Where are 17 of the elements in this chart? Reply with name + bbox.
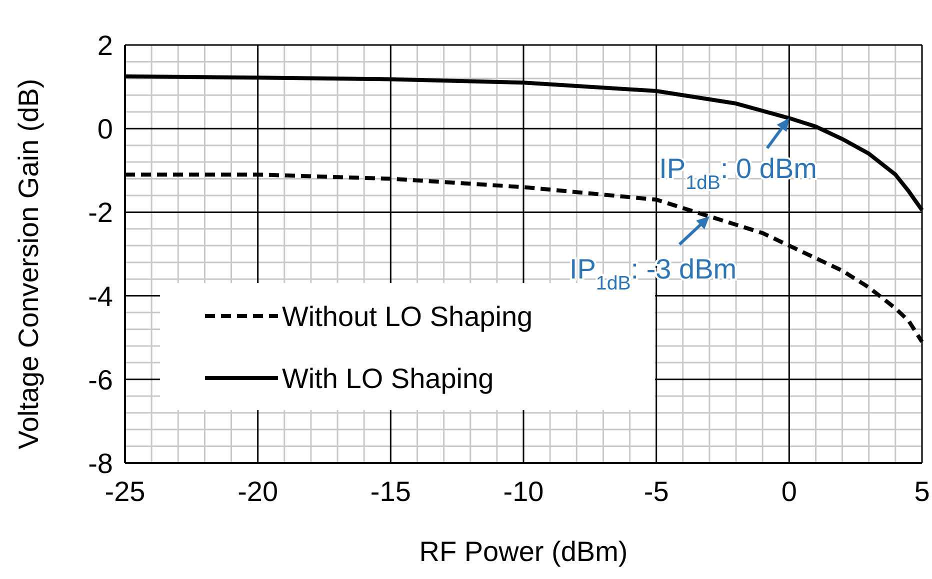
x-tick-label: 0	[781, 476, 797, 507]
y-axis-title: Voltage Conversion Gain (dB)	[13, 78, 44, 450]
y-tick-label: 2	[97, 30, 113, 61]
y-tick-label: -4	[88, 280, 113, 312]
y-tick-label: -6	[88, 364, 113, 396]
x-tick-label: -25	[104, 476, 146, 507]
x-tick-label: -20	[238, 476, 278, 507]
x-tick-label: 5	[914, 476, 930, 507]
y-tick-label: 0	[97, 114, 113, 145]
x-tick-label: -5	[644, 476, 669, 507]
x-axis-title: RF Power (dBm)	[419, 536, 628, 567]
x-tick-label: -15	[370, 476, 411, 507]
y-tick-label: -2	[88, 197, 113, 228]
y-tick-label: -8	[88, 448, 113, 479]
x-tick-label: -10	[503, 476, 544, 507]
legend-label: Without LO Shaping	[282, 301, 533, 332]
legend-label: With LO Shaping	[282, 363, 494, 394]
